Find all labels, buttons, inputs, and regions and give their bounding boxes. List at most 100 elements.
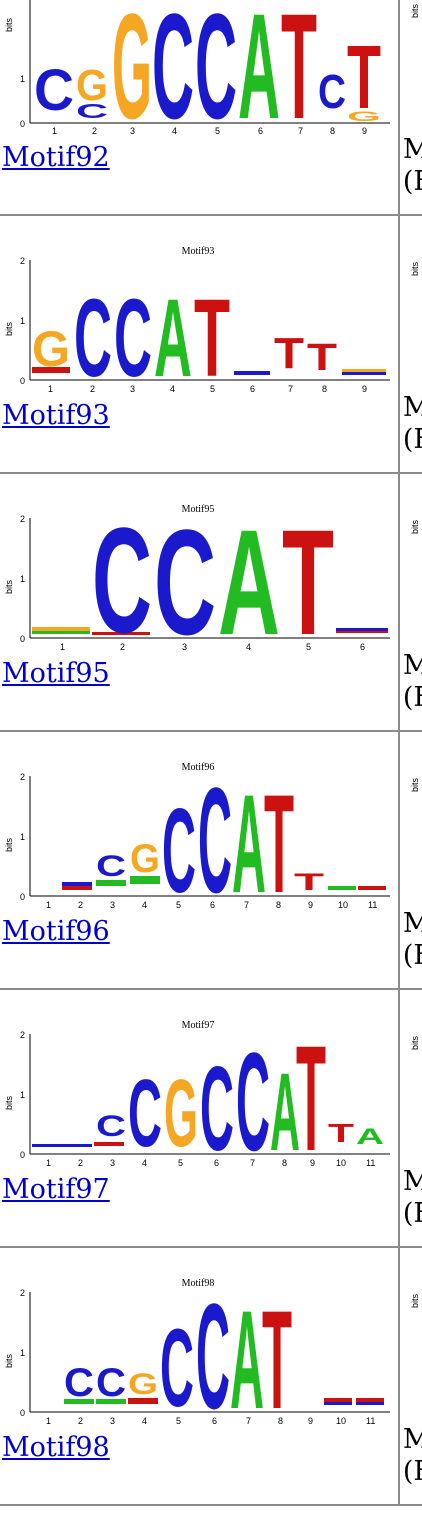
letter-C: C	[152, 0, 194, 138]
x-tick: 2	[78, 1158, 83, 1168]
x-tick: 5	[176, 900, 181, 910]
y-tick: 2	[20, 1288, 25, 1298]
x-tick: 11	[366, 1416, 375, 1426]
letter-G: G	[128, 1368, 158, 1401]
sequence-logo-motif92: bits 1 0 C G C G C C A T C	[4, 0, 390, 138]
adjacent-text: M	[402, 392, 422, 423]
y-axis-label: bits	[4, 837, 14, 852]
letter-T: T	[262, 1281, 292, 1428]
motif-cell: Motif96 bits 2 1 0 C G C C	[0, 730, 400, 990]
letter-T: T	[282, 498, 334, 654]
motif-link[interactable]: Motif93	[2, 400, 110, 431]
letter-G: G	[76, 61, 108, 110]
motif-link[interactable]: Motif92	[2, 142, 110, 173]
motif-cell: Motif98 bits 2 1 0 C C G C	[0, 1246, 400, 1506]
y-axis-label: bits	[410, 261, 420, 276]
x-tick: 3	[130, 126, 135, 136]
letter-C: C	[96, 850, 126, 883]
x-tick: 7	[298, 126, 303, 136]
x-tick: 9	[308, 1416, 313, 1426]
y-axis-label: bits	[410, 1035, 420, 1050]
x-tick: 9	[362, 126, 367, 136]
x-tick: 5	[176, 1416, 181, 1426]
letter-C: C	[196, 1272, 230, 1428]
motif-link[interactable]: Motif96	[2, 916, 110, 947]
letter-T: T	[281, 0, 317, 138]
adjacent-text: (F	[402, 940, 422, 971]
x-tick: 1	[46, 900, 51, 910]
letter-T: T	[307, 337, 337, 379]
letter-C: C	[114, 277, 152, 396]
y-axis-label: bits	[4, 321, 14, 336]
y-tick: 1	[20, 1348, 25, 1358]
x-tick: 7	[246, 1416, 251, 1426]
x-tick: 8	[322, 384, 327, 394]
sequence-logo-motif97: Motif97 bits 2 1 0 C C G C C	[4, 1014, 390, 1170]
adjacent-text: M	[402, 134, 422, 165]
adjacent-cell: bits M (F	[397, 214, 422, 474]
y-tick: 1	[20, 1090, 25, 1100]
partial-logo: bits	[410, 1293, 420, 1308]
x-tick: 6	[258, 126, 263, 136]
adjacent-text: M	[402, 1424, 422, 1455]
y-tick: 1	[20, 832, 25, 842]
partial-logo: bits	[410, 261, 420, 276]
y-axis-label: bits	[410, 3, 420, 18]
y-axis-label: bits	[4, 579, 14, 594]
y-axis-label: bits	[410, 777, 420, 792]
x-tick: 3	[110, 1158, 115, 1168]
table-row: Motif93 bits 2 1 0 G C C A T	[0, 214, 422, 474]
x-tick: 4	[142, 900, 147, 910]
partial-logo: bits	[410, 1035, 420, 1050]
x-tick: 4	[142, 1158, 147, 1168]
y-tick: 2	[20, 772, 25, 782]
letter-G: G	[347, 108, 381, 124]
motif-link[interactable]: Motif98	[2, 1432, 110, 1463]
y-axis-label: bits	[4, 17, 14, 32]
adjacent-text: (F	[402, 166, 422, 197]
y-tick: 0	[20, 1150, 25, 1160]
table-row: bits 1 0 C G C G C C A T C	[0, 0, 422, 216]
motif-cell: Motif97 bits 2 1 0 C C G C C	[0, 988, 400, 1248]
table-row: Motif95 bits 2 1 0 C C A T	[0, 472, 422, 732]
x-tick: 1	[46, 1158, 51, 1168]
x-tick: 7	[288, 384, 293, 394]
y-axis-label: bits	[410, 1293, 420, 1308]
y-tick: 0	[20, 376, 25, 386]
letter-C: C	[76, 101, 108, 123]
x-tick: 10	[338, 900, 348, 910]
y-axis-label: bits	[410, 519, 420, 534]
x-tick: 6	[214, 1158, 219, 1168]
letter-T: T	[194, 277, 230, 396]
letter-C: C	[195, 0, 237, 138]
table-row: Motif98 bits 2 1 0 C C G C	[0, 1246, 422, 1506]
motif-cell: Motif95 bits 2 1 0 C C A T	[0, 472, 400, 732]
letter-T: T	[328, 1118, 354, 1148]
x-tick: 6	[360, 642, 365, 652]
logo-title: Motif97	[182, 1020, 215, 1031]
x-tick: 1	[48, 384, 53, 394]
letter-A: A	[230, 1281, 264, 1428]
motif-cell: Motif93 bits 2 1 0 G C C A T	[0, 214, 400, 474]
x-tick: 8	[282, 1158, 287, 1168]
adjacent-text: (F	[402, 1456, 422, 1487]
motif-link[interactable]: Motif95	[2, 658, 110, 689]
letter-T: T	[347, 28, 381, 128]
y-tick: 2	[20, 514, 25, 524]
logo-title: Motif93	[182, 246, 215, 257]
logo-title: Motif98	[182, 1278, 215, 1289]
x-tick: 5	[215, 126, 220, 136]
letter-G: G	[130, 837, 160, 881]
letter-A: A	[356, 1124, 384, 1149]
letter-C: C	[154, 498, 216, 654]
letter-C: C	[128, 1060, 162, 1167]
x-tick: 4	[170, 384, 175, 394]
motif-link[interactable]: Motif97	[2, 1174, 110, 1205]
letter-T: T	[296, 1014, 326, 1170]
x-tick: 5	[178, 1158, 183, 1168]
x-tick: 9	[362, 384, 367, 394]
motif-cell: bits 1 0 C G C G C C A T C	[0, 0, 400, 216]
letter-A: A	[218, 498, 280, 654]
letter-C: C	[318, 66, 346, 119]
